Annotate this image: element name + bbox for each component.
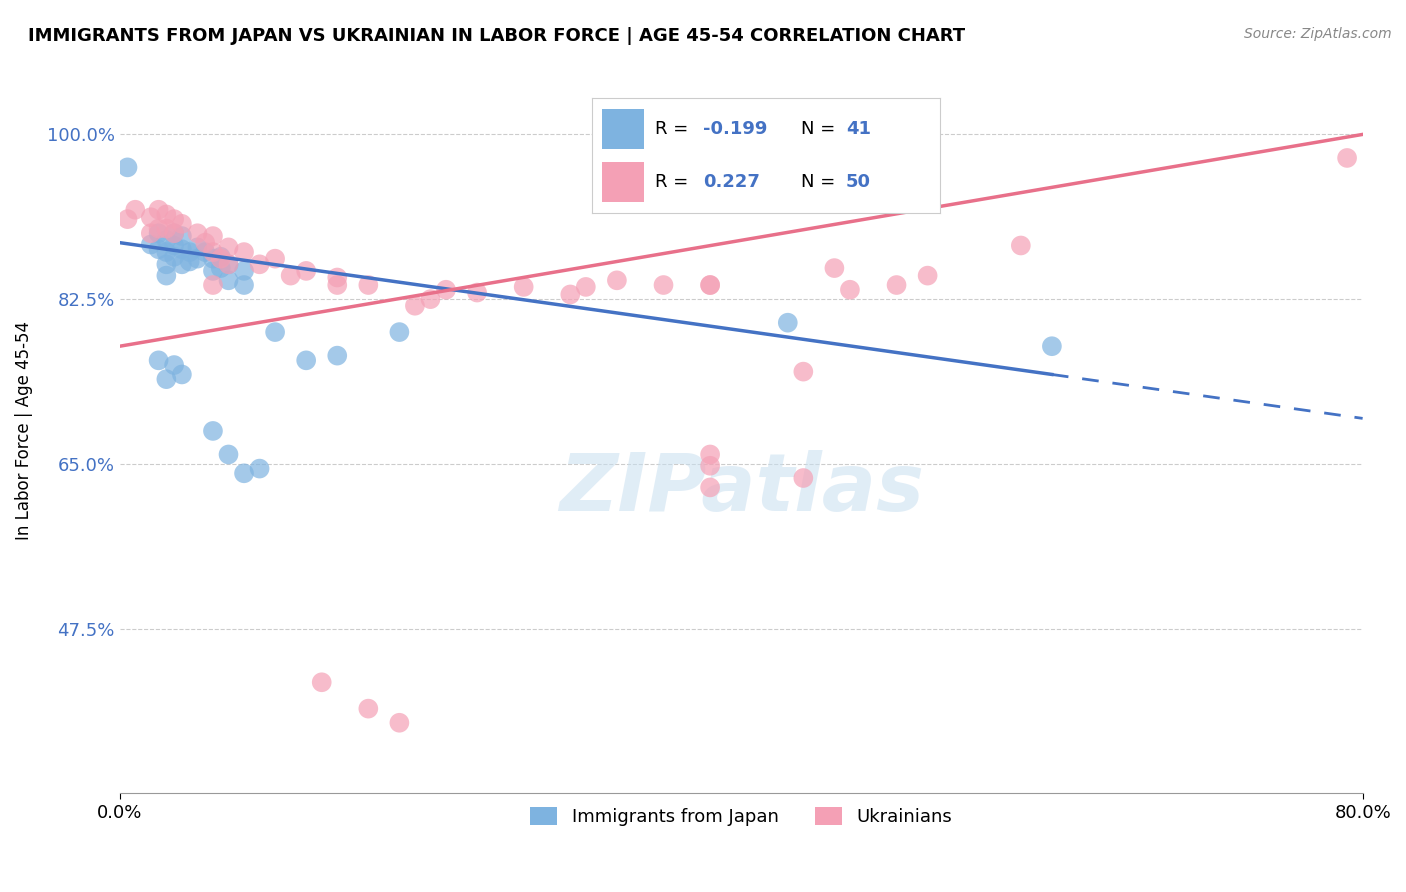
Point xyxy=(434,283,457,297)
Point xyxy=(218,257,240,271)
Point xyxy=(699,480,721,494)
Point xyxy=(201,278,224,293)
Point xyxy=(148,242,170,256)
Point xyxy=(163,358,186,372)
Point xyxy=(170,229,193,244)
Point xyxy=(295,264,318,278)
Point xyxy=(148,202,170,217)
Point xyxy=(179,245,201,260)
Point xyxy=(186,252,208,266)
Point xyxy=(186,226,208,240)
Point xyxy=(792,471,814,485)
Point xyxy=(201,424,224,438)
Point xyxy=(280,268,302,283)
Point xyxy=(155,233,177,247)
Point xyxy=(326,349,349,363)
Point xyxy=(1010,238,1032,252)
Point xyxy=(148,353,170,368)
Point xyxy=(170,242,193,256)
Point xyxy=(388,325,411,339)
Point xyxy=(148,221,170,235)
Point xyxy=(311,675,333,690)
Point xyxy=(186,240,208,254)
Point xyxy=(233,264,256,278)
Point xyxy=(419,292,441,306)
Point xyxy=(117,161,139,175)
Point xyxy=(218,447,240,461)
Point xyxy=(264,252,287,266)
Point xyxy=(201,252,224,266)
Text: Source: ZipAtlas.com: Source: ZipAtlas.com xyxy=(1244,27,1392,41)
Y-axis label: In Labor Force | Age 45-54: In Labor Force | Age 45-54 xyxy=(15,321,32,541)
Point xyxy=(209,252,232,266)
Point xyxy=(699,278,721,293)
Point xyxy=(295,353,318,368)
Point xyxy=(155,221,177,235)
Point xyxy=(117,212,139,227)
Point xyxy=(170,368,193,382)
Point xyxy=(792,365,814,379)
Point xyxy=(388,715,411,730)
Point xyxy=(652,278,675,293)
Point xyxy=(404,299,426,313)
Point xyxy=(124,202,146,217)
Point xyxy=(264,325,287,339)
Point xyxy=(155,372,177,386)
Point xyxy=(148,226,170,240)
Point xyxy=(249,461,271,475)
Point xyxy=(1040,339,1063,353)
Point xyxy=(163,250,186,264)
Point xyxy=(201,264,224,278)
Point xyxy=(163,226,186,240)
Point xyxy=(699,278,721,293)
Point xyxy=(170,217,193,231)
Point xyxy=(201,245,224,260)
Point xyxy=(170,257,193,271)
Point xyxy=(163,238,186,252)
Text: IMMIGRANTS FROM JAPAN VS UKRAINIAN IN LABOR FORCE | AGE 45-54 CORRELATION CHART: IMMIGRANTS FROM JAPAN VS UKRAINIAN IN LA… xyxy=(28,27,966,45)
Point xyxy=(699,447,721,461)
Point xyxy=(155,245,177,260)
Legend: Immigrants from Japan, Ukrainians: Immigrants from Japan, Ukrainians xyxy=(522,797,962,835)
Point xyxy=(823,261,845,276)
Point xyxy=(233,278,256,293)
Point xyxy=(1336,151,1358,165)
Point xyxy=(218,273,240,287)
Point xyxy=(512,280,534,294)
Point xyxy=(163,212,186,227)
Point xyxy=(233,467,256,481)
Point xyxy=(218,240,240,254)
Point xyxy=(179,254,201,268)
Point xyxy=(233,245,256,260)
Point xyxy=(155,268,177,283)
Point xyxy=(249,257,271,271)
Point xyxy=(201,229,224,244)
Point xyxy=(575,280,598,294)
Point xyxy=(326,278,349,293)
Point xyxy=(917,268,939,283)
Point xyxy=(155,207,177,221)
Point xyxy=(209,261,232,276)
Point xyxy=(155,257,177,271)
Point xyxy=(209,250,232,264)
Point xyxy=(699,458,721,473)
Point xyxy=(839,283,862,297)
Point xyxy=(194,245,217,260)
Point xyxy=(357,278,380,293)
Point xyxy=(776,316,799,330)
Point xyxy=(886,278,908,293)
Point xyxy=(139,237,162,252)
Point xyxy=(194,235,217,250)
Point xyxy=(326,270,349,285)
Point xyxy=(139,211,162,225)
Point xyxy=(465,285,488,300)
Point xyxy=(606,273,628,287)
Point xyxy=(560,287,582,301)
Point xyxy=(357,701,380,715)
Text: ZIPatlas: ZIPatlas xyxy=(558,450,924,528)
Point xyxy=(139,226,162,240)
Point xyxy=(163,226,186,240)
Point xyxy=(218,257,240,271)
